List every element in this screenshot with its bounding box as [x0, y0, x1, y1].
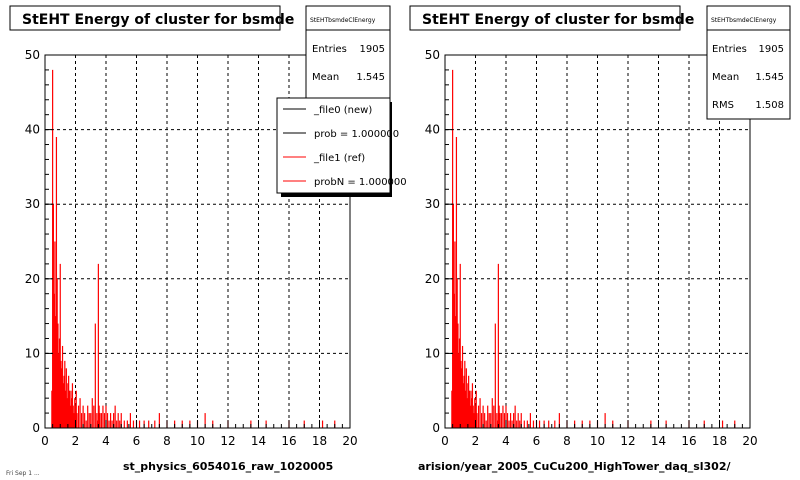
left-stats-mean-value: 1.545	[356, 72, 385, 83]
left-stats-entries-value: 1905	[360, 44, 385, 55]
left-legend: _file0 (new) prob = 1.000000 _file1 (ref…	[276, 97, 407, 197]
right-x-axis: 0 2 4 6 8 10 12 14 16 18 20	[441, 420, 758, 448]
legend-entry-ref: _file1 (ref)	[313, 153, 365, 164]
left-pad: StEHT Energy of cluster for bsmde 0 2 4 6 8 1…	[6, 5, 407, 477]
left-title-box	[9, 5, 281, 31]
y-tick-label: 40	[25, 123, 40, 137]
left-stats-title: StEHTbsmdeClEnergy	[310, 17, 376, 24]
y-tick-label: 30	[25, 197, 40, 211]
left-x-axis: 0 2 4 6 8 10 12 14 16 18 20	[41, 420, 358, 448]
x-tick-label: 20	[342, 434, 357, 448]
right-title-box	[409, 5, 681, 31]
right-grid	[445, 55, 750, 428]
legend-entry-new: _file0 (new)	[313, 105, 372, 116]
left-corner-text: Fri Sep 1 ...	[6, 470, 40, 477]
y-tick-label: 50	[25, 48, 40, 62]
y-tick-label: 0	[32, 421, 40, 435]
left-stats-entries-label: Entries	[312, 44, 347, 55]
y-tick-label: 10	[425, 346, 440, 360]
right-stats-entries-label: Entries	[712, 44, 747, 55]
x-tick-label: 0	[41, 434, 49, 448]
x-tick-label: 0	[441, 434, 449, 448]
left-histogram	[51, 69, 336, 428]
x-tick-label: 18	[312, 434, 327, 448]
right-chart-title: StEHT Energy of cluster for bsmde	[422, 12, 694, 28]
y-tick-label: 20	[425, 272, 440, 286]
x-tick-label: 10	[190, 434, 205, 448]
legend-entry-probn: probN = 1.000000	[314, 177, 407, 188]
x-tick-label: 20	[742, 434, 757, 448]
right-footer-label: arision/year_2005_CuCu200_HighTower_daq_…	[418, 460, 731, 473]
x-tick-label: 6	[533, 434, 541, 448]
y-tick-label: 20	[25, 272, 40, 286]
x-tick-label: 14	[651, 434, 666, 448]
x-tick-label: 8	[163, 434, 171, 448]
right-stats-rms-label: RMS	[712, 100, 734, 111]
left-y-axis: 0 10 20 30 40 50	[25, 48, 53, 435]
left-footer-label: st_physics_6054016_raw_1020005	[123, 460, 333, 473]
right-histogram	[451, 69, 736, 428]
y-tick-label: 40	[425, 123, 440, 137]
y-tick-label: 30	[425, 197, 440, 211]
right-pad: StEHT Energy of cluster for bsmde 0 2 4 6 8 1…	[409, 5, 791, 473]
right-stats-title: StEHTbsmdeClEnergy	[711, 17, 777, 24]
right-stats-box	[706, 5, 791, 120]
left-chart-title: StEHT Energy of cluster for bsmde	[22, 12, 294, 28]
x-tick-label: 16	[681, 434, 696, 448]
legend-box	[276, 97, 391, 194]
right-stats-mean-label: Mean	[712, 72, 739, 83]
x-tick-label: 16	[281, 434, 296, 448]
x-tick-label: 10	[590, 434, 605, 448]
x-tick-label: 4	[102, 434, 110, 448]
right-stats-mean-value: 1.545	[755, 72, 784, 83]
x-tick-label: 4	[502, 434, 510, 448]
y-tick-label: 10	[25, 346, 40, 360]
x-tick-label: 2	[472, 434, 480, 448]
right-y-axis: 0 10 20 30 40 50	[425, 48, 453, 435]
left-stats-mean-label: Mean	[312, 72, 339, 83]
x-tick-label: 14	[251, 434, 266, 448]
x-tick-label: 12	[620, 434, 635, 448]
left-grid	[45, 55, 350, 428]
right-stats-entries-value: 1905	[759, 44, 784, 55]
x-tick-label: 18	[712, 434, 727, 448]
x-tick-label: 12	[220, 434, 235, 448]
legend-entry-prob: prob = 1.000000	[314, 129, 399, 140]
x-tick-label: 6	[133, 434, 141, 448]
y-tick-label: 50	[425, 48, 440, 62]
x-tick-label: 2	[72, 434, 80, 448]
x-tick-label: 8	[563, 434, 571, 448]
right-stats-rms-value: 1.508	[755, 100, 784, 111]
y-tick-label: 0	[432, 421, 440, 435]
